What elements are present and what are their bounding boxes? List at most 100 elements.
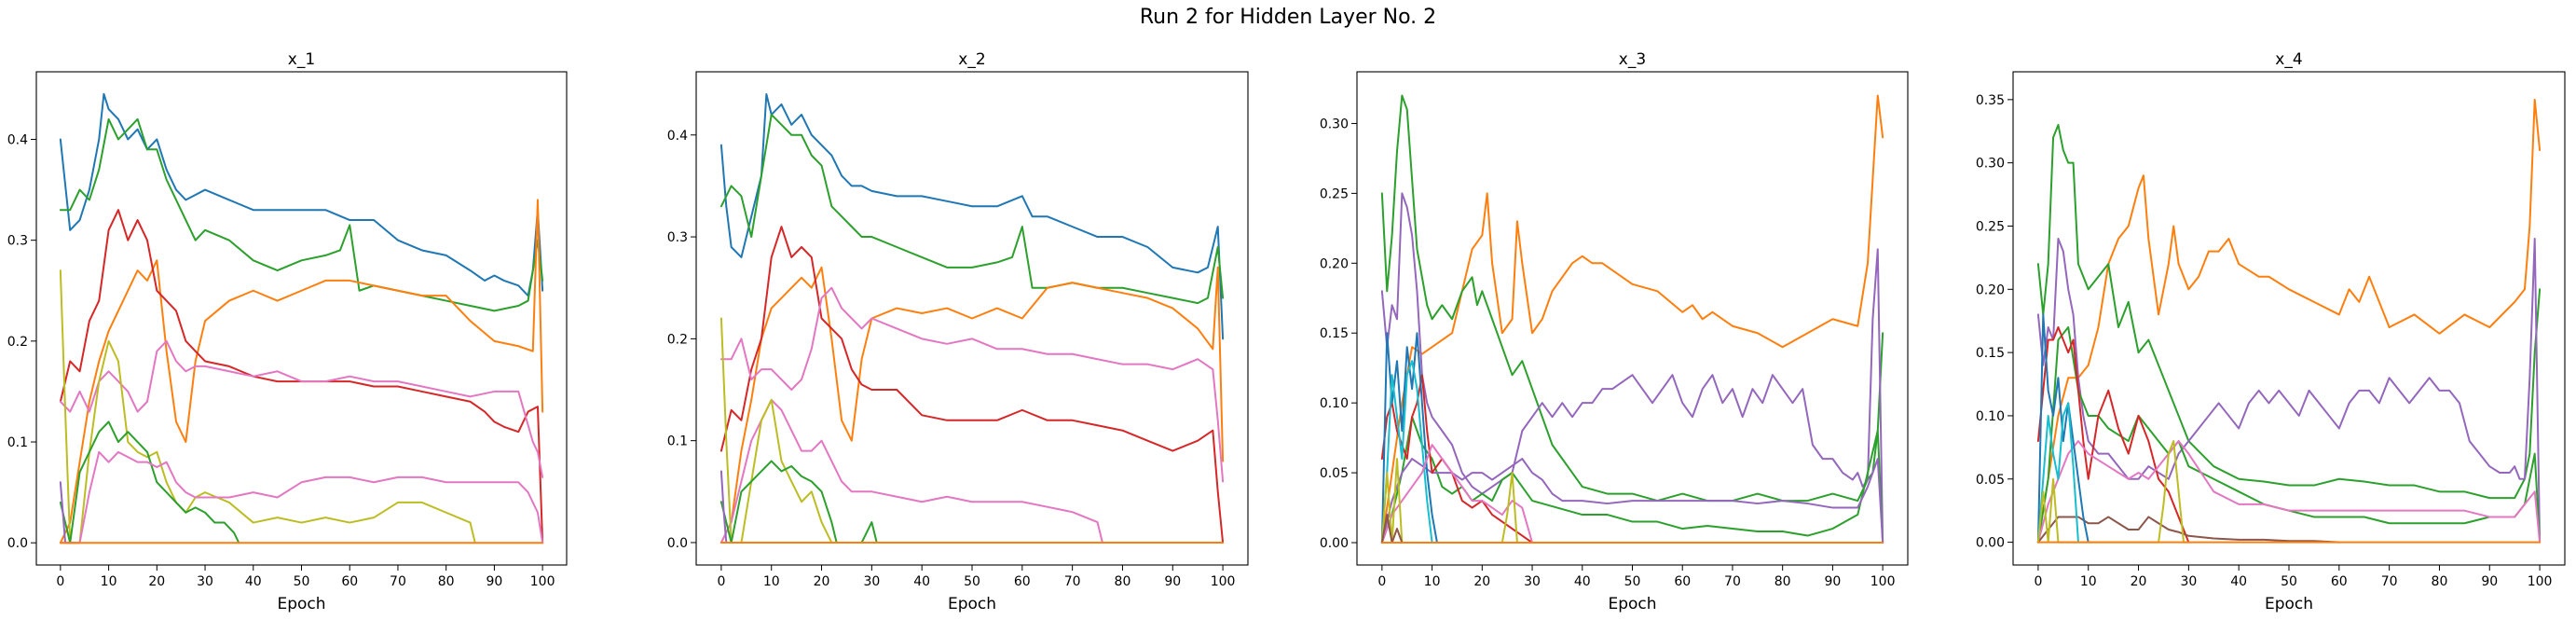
x-tick-label: 60 — [2331, 574, 2348, 589]
y-tick-label: 0.25 — [1976, 219, 2005, 234]
series-group — [2036, 98, 2542, 544]
x-tick-label: 90 — [1824, 574, 1841, 589]
series-line-7 — [59, 420, 240, 544]
x-tick-label: 90 — [2481, 574, 2498, 589]
x-tick-label: 40 — [1574, 574, 1591, 589]
subplot-1: 0 10 20 30 40 50 60 70 80 90 100 0.0 0.1 0.2 0.3 0.4 x_1… — [7, 50, 568, 613]
y-tick-label: 0.05 — [1320, 466, 1349, 481]
y-tick-label: 0.4 — [667, 129, 688, 144]
x-tick-label: 60 — [1674, 574, 1691, 589]
x-tick-label: 20 — [814, 574, 830, 589]
subplot-title: x_1 — [288, 50, 315, 69]
series-line-4 — [1380, 416, 1884, 544]
y-tick-label: 0.10 — [1320, 396, 1349, 411]
x-tick-label: 100 — [530, 574, 555, 589]
x-tick-label: 0 — [2034, 574, 2042, 589]
x-tick-label: 30 — [2180, 574, 2197, 589]
x-tick-label: 20 — [148, 574, 165, 589]
x-tick-label: 10 — [101, 574, 117, 589]
x-tick-label: 50 — [964, 574, 980, 589]
series-line-8 — [59, 450, 544, 544]
x-tick-label: 50 — [2281, 574, 2297, 589]
x-tick-label: 10 — [2080, 574, 2097, 589]
series-line-2 — [719, 113, 1225, 305]
plot-frame — [1356, 71, 1909, 566]
series-line-5 — [2036, 325, 2190, 544]
series-line-8 — [2036, 313, 2090, 544]
y-tick-label: 0.10 — [1976, 409, 2005, 424]
y-tick-label: 0.4 — [7, 132, 28, 147]
subplot-title: x_2 — [958, 50, 985, 69]
series-line-4 — [59, 209, 544, 544]
x-tick-label: 90 — [1164, 574, 1181, 589]
x-tick-label: 60 — [1014, 574, 1031, 589]
subplot-title: x_4 — [2275, 50, 2302, 69]
x-tick-label: 10 — [1424, 574, 1441, 589]
series-line-3 — [719, 266, 1225, 544]
x-tick-label: 40 — [913, 574, 930, 589]
x-tick-label: 50 — [294, 574, 310, 589]
y-tick-label: 0.20 — [1320, 256, 1349, 271]
y-tick-label: 0.1 — [7, 435, 28, 450]
x-tick-label: 20 — [2131, 574, 2147, 589]
y-tick-label: 0.30 — [1320, 117, 1349, 131]
series-line-5 — [719, 286, 1225, 483]
x-tick-label: 10 — [763, 574, 780, 589]
x-tick-label: 60 — [341, 574, 358, 589]
x-tick-label: 70 — [390, 574, 406, 589]
x-tick-label: 80 — [1774, 574, 1791, 589]
y-tick-label: 0.20 — [1976, 282, 2005, 297]
series-line-2 — [59, 117, 544, 312]
x-tick-label: 20 — [1473, 574, 1490, 589]
y-tick-label: 0.00 — [1976, 536, 2005, 551]
subplot-title: x_3 — [1619, 50, 1646, 69]
y-tick-label: 0.3 — [667, 230, 688, 245]
series-line-1 — [2036, 98, 2542, 544]
series-line-3 — [1380, 192, 1884, 544]
x-tick-label: 80 — [2432, 574, 2448, 589]
x-tick-label: 70 — [1064, 574, 1081, 589]
series-line-1 — [719, 93, 1225, 340]
x-tick-label: 80 — [1115, 574, 1131, 589]
series-line-3 — [2036, 238, 2542, 544]
series-group — [59, 92, 544, 544]
x-tick-label: 30 — [197, 574, 213, 589]
x-tick-label: 100 — [1211, 574, 1236, 589]
series-line-4 — [719, 226, 1225, 544]
series-line-8 — [1380, 360, 1433, 544]
x-tick-label: 90 — [486, 574, 502, 589]
x-axis-label: Epoch — [2265, 595, 2313, 613]
series-line-6 — [719, 398, 1103, 544]
series-group — [1380, 94, 1884, 544]
x-axis-label: Epoch — [1608, 595, 1656, 613]
x-tick-label: 70 — [2381, 574, 2398, 589]
y-tick-label: 0.35 — [1976, 93, 2005, 108]
series-line-1 — [59, 92, 544, 297]
series-line-6 — [2036, 440, 2542, 544]
x-tick-label: 50 — [1624, 574, 1641, 589]
x-tick-label: 0 — [56, 574, 64, 589]
y-tick-label: 0.05 — [1976, 473, 2005, 488]
x-tick-label: 30 — [863, 574, 880, 589]
y-tick-label: 0.0 — [667, 536, 688, 551]
y-tick-label: 0.3 — [7, 234, 28, 249]
y-tick-label: 0.30 — [1976, 157, 2005, 172]
plot-frame — [2012, 71, 2566, 566]
subplot-4: 0 10 20 30 40 50 60 70 80 90 100 0.00 0.05 0.10 0.15 0.… — [1976, 50, 2566, 613]
y-tick-label: 0.2 — [7, 335, 28, 350]
x-tick-label: 40 — [245, 574, 262, 589]
y-tick-label: 0.15 — [1320, 326, 1349, 341]
x-tick-label: 100 — [2528, 574, 2553, 589]
subplot-3: 0 10 20 30 40 50 60 70 80 90 100 0.00 0.05 0.10 0.15 0.… — [1320, 50, 1909, 613]
y-tick-label: 0.1 — [667, 434, 688, 449]
x-tick-label: 0 — [717, 574, 725, 589]
series-line-9 — [2036, 402, 2079, 544]
x-tick-label: 30 — [1524, 574, 1541, 589]
series-line-5 — [1380, 458, 1884, 544]
series-line-5 — [59, 339, 544, 478]
y-tick-label: 0.0 — [7, 536, 28, 551]
figure-suptitle: Run 2 for Hidden Layer No. 2 — [1139, 6, 1437, 29]
series-group — [719, 93, 1225, 544]
x-axis-label: Epoch — [277, 595, 325, 613]
